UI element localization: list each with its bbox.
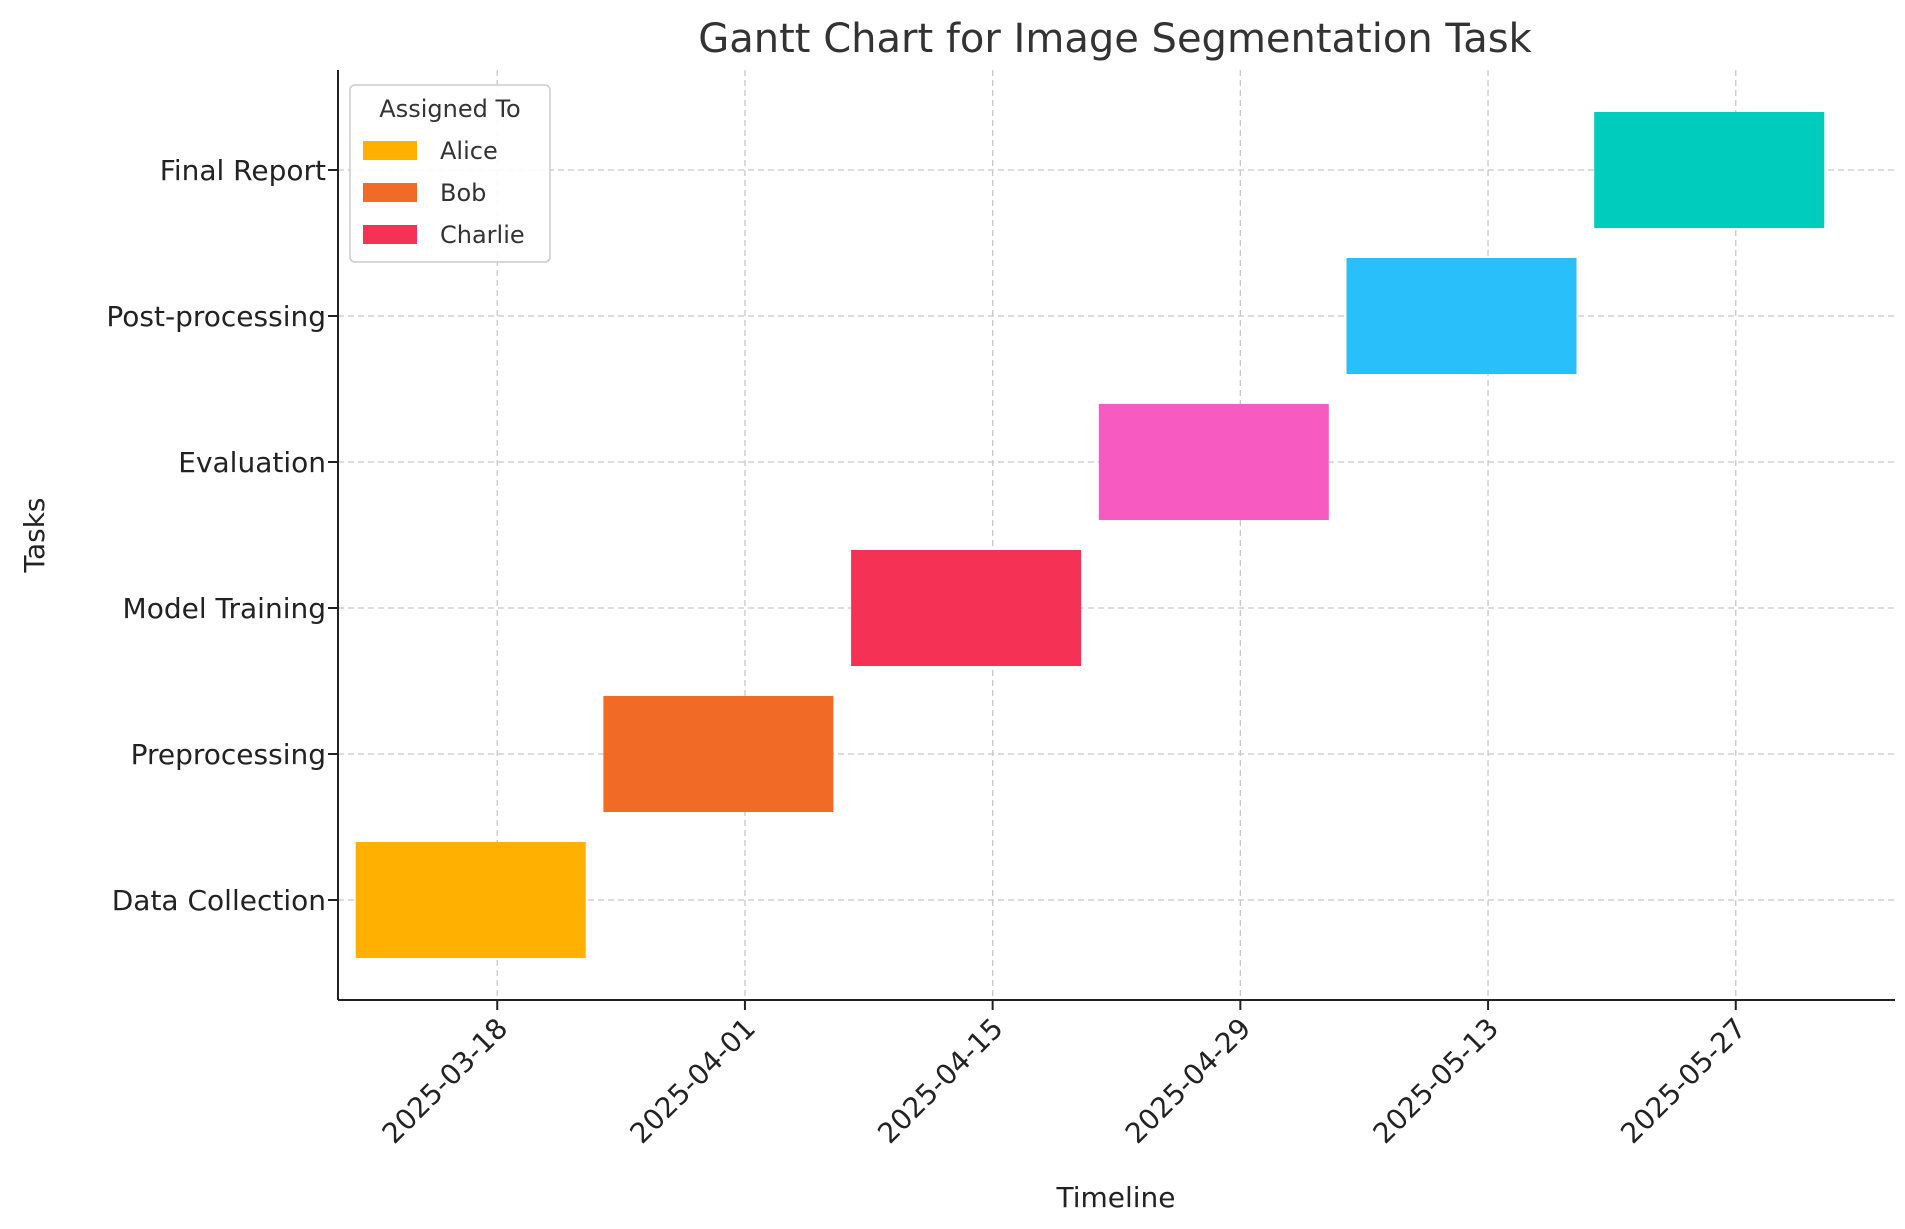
- y-tick-label: Evaluation: [178, 446, 326, 479]
- task-bar: [603, 696, 834, 812]
- x-tick-labels: 2025-03-18 2025-04-01 2025-04-15 2025-04-29…: [376, 1000, 1753, 1150]
- x-tick-label: 2025-03-18: [376, 1012, 514, 1150]
- x-axis-label: Timeline: [1055, 1181, 1175, 1214]
- y-tick-label: Post-processing: [106, 300, 326, 333]
- task-bar: [1098, 404, 1329, 520]
- y-tick-label: Preprocessing: [131, 738, 326, 771]
- legend-swatch: [363, 225, 417, 244]
- x-tick-label: 2025-05-13: [1367, 1012, 1505, 1150]
- chart-title: Gantt Chart for Image Segmentation Task: [698, 16, 1532, 62]
- y-tick-label: Data Collection: [112, 884, 326, 917]
- task-bars: [355, 112, 1825, 958]
- legend-entry-label: Bob: [440, 179, 486, 207]
- legend-swatch: [363, 183, 417, 202]
- legend: Assigned To Alice Bob Charlie: [349, 84, 551, 263]
- task-bar: [355, 842, 586, 958]
- x-tick-label: 2025-04-15: [871, 1012, 1009, 1150]
- legend-entry-label: Alice: [440, 137, 498, 165]
- y-tick-label: Model Training: [123, 592, 326, 625]
- y-tick-label: Final Report: [160, 154, 326, 187]
- y-axis-label: Tasks: [18, 497, 51, 573]
- y-tick-labels: Data Collection Preprocessing Model Traini…: [106, 154, 338, 917]
- legend-frame: [349, 84, 551, 263]
- legend-title: Assigned To: [379, 95, 520, 123]
- task-bar: [1346, 258, 1577, 374]
- x-tick-label: 2025-04-29: [1119, 1012, 1257, 1150]
- x-tick-label: 2025-05-27: [1614, 1012, 1752, 1150]
- legend-entries: Alice Bob Charlie: [363, 137, 525, 249]
- task-bar: [1594, 112, 1825, 228]
- task-bar: [851, 550, 1082, 666]
- axes: [337, 70, 1895, 1001]
- legend-entry-label: Charlie: [440, 221, 525, 249]
- x-tick-label: 2025-04-01: [623, 1012, 761, 1150]
- legend-swatch: [363, 141, 417, 160]
